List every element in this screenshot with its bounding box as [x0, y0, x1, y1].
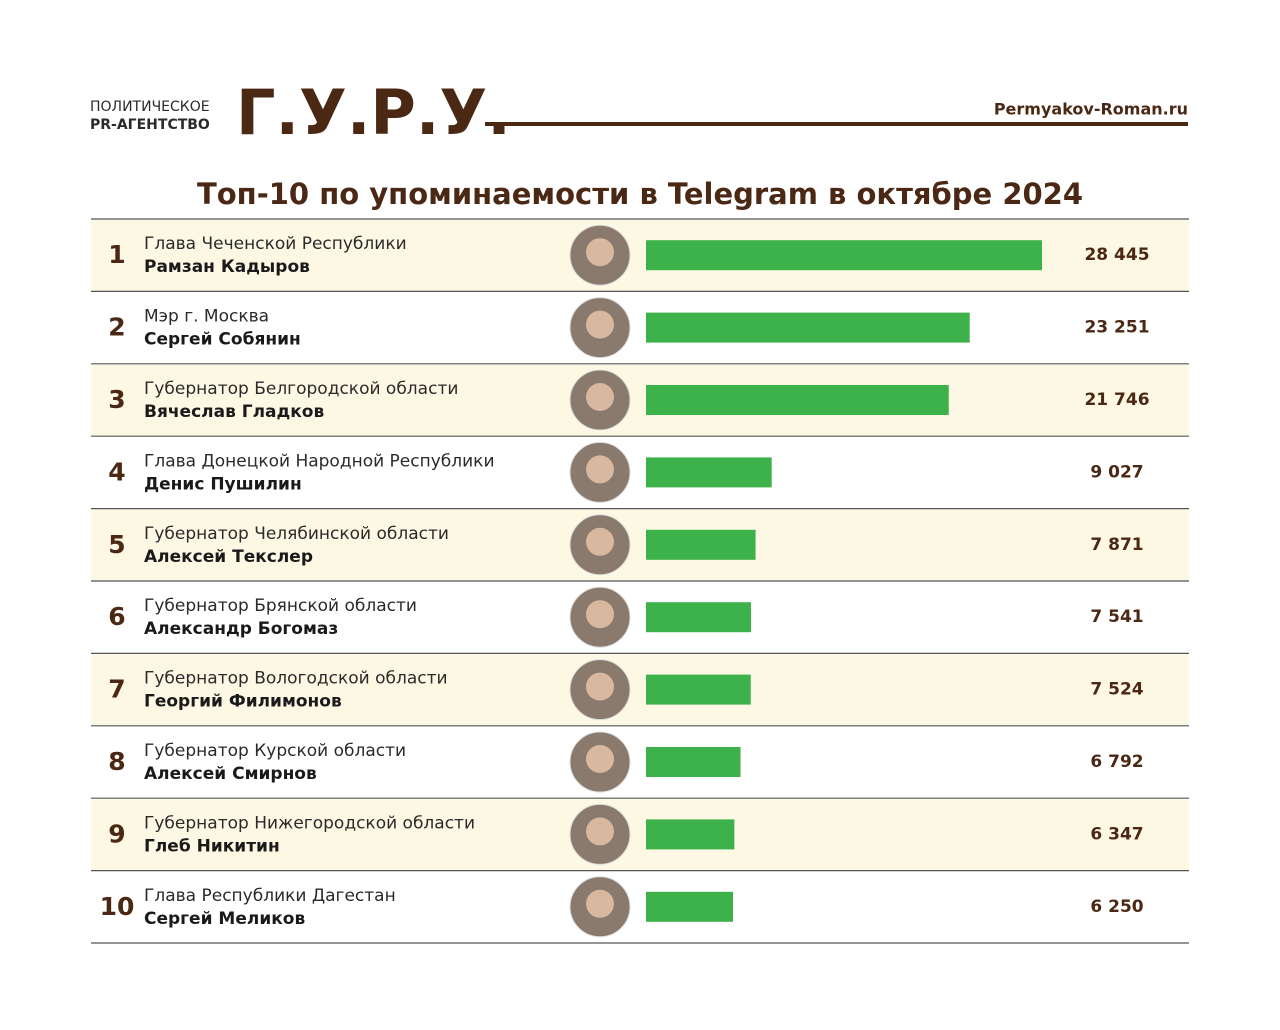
person-name: Вячеслав Гладков — [144, 402, 324, 422]
rank: 9 — [108, 819, 125, 848]
bar — [646, 819, 735, 850]
position: Губернатор Нижегородской области — [144, 813, 475, 833]
person-name: Георгий Филимонов — [144, 692, 342, 712]
bar — [646, 240, 1042, 271]
brand: Г.У.Р.У. — [236, 76, 511, 149]
row-background — [91, 509, 1189, 581]
value-label: 6 792 — [1090, 752, 1143, 772]
rank: 7 — [108, 675, 125, 704]
position: Губернатор Челябинской области — [144, 524, 449, 544]
person-name: Сергей Меликов — [144, 909, 305, 929]
rank: 2 — [108, 313, 125, 342]
person-name: Алексей Текслер — [144, 547, 313, 567]
position: Губернатор Вологодской области — [144, 669, 448, 689]
rank: 5 — [108, 530, 125, 559]
header-rule — [485, 122, 1188, 126]
position: Губернатор Курской области — [144, 741, 406, 761]
photo-face — [586, 383, 614, 411]
photo-face — [586, 238, 614, 267]
value-label: 9 027 — [1090, 462, 1143, 482]
bar — [646, 529, 756, 560]
photo-face — [586, 745, 614, 773]
photo-face — [586, 600, 614, 629]
bar — [646, 312, 970, 343]
person-name: Денис Пушилин — [144, 474, 302, 494]
value-label: 6 347 — [1090, 824, 1143, 844]
bar — [646, 891, 734, 922]
rank: 10 — [100, 892, 135, 921]
rank: 4 — [108, 457, 125, 486]
person-name: Глеб Никитин — [144, 836, 280, 856]
rank: 1 — [108, 240, 125, 269]
photo-face — [586, 672, 614, 701]
rank: 6 — [108, 602, 125, 631]
value-label: 7 871 — [1090, 535, 1143, 555]
position: Мэр г. Москва — [144, 307, 269, 327]
value-label: 28 445 — [1084, 245, 1149, 265]
row-background — [91, 799, 1189, 871]
value-label: 23 251 — [1084, 318, 1149, 338]
position: Губернатор Белгородской области — [144, 379, 458, 399]
person-name: Сергей Собянин — [144, 330, 301, 350]
row-background — [91, 364, 1189, 437]
person-name: Александр Богомаз — [144, 619, 338, 639]
chart-title: Топ-10 по упоминаемости в Telegram в окт… — [197, 177, 1083, 211]
bar — [646, 602, 751, 633]
agency-line1: ПОЛИТИЧЕСКОЕ — [90, 99, 210, 115]
position: Глава Республики Дагестан — [144, 886, 396, 906]
site: Permyakov-Roman.ru — [994, 100, 1188, 119]
rank: 3 — [108, 385, 125, 414]
photo-face — [586, 310, 614, 339]
bar — [646, 674, 751, 705]
value-label: 6 250 — [1090, 897, 1143, 917]
position: Губернатор Брянской области — [144, 596, 417, 616]
person-name: Алексей Смирнов — [144, 764, 317, 784]
position: Глава Чеченской Республики — [144, 234, 407, 254]
bar — [646, 747, 741, 777]
bar — [646, 385, 949, 415]
rank: 8 — [108, 747, 125, 776]
photo-face — [586, 527, 614, 556]
position: Глава Донецкой Народной Республики — [144, 451, 495, 471]
value-label: 7 541 — [1090, 607, 1143, 627]
photo-face — [586, 889, 614, 918]
agency-line2: PR-АГЕНТСТВО — [90, 117, 210, 133]
value-label: 21 746 — [1084, 390, 1149, 410]
person-name: Рамзан Кадыров — [144, 257, 310, 277]
row-background — [91, 654, 1189, 726]
value-label: 7 524 — [1090, 680, 1143, 700]
photo-face — [586, 455, 614, 484]
photo-face — [586, 817, 614, 846]
bar — [646, 457, 772, 488]
